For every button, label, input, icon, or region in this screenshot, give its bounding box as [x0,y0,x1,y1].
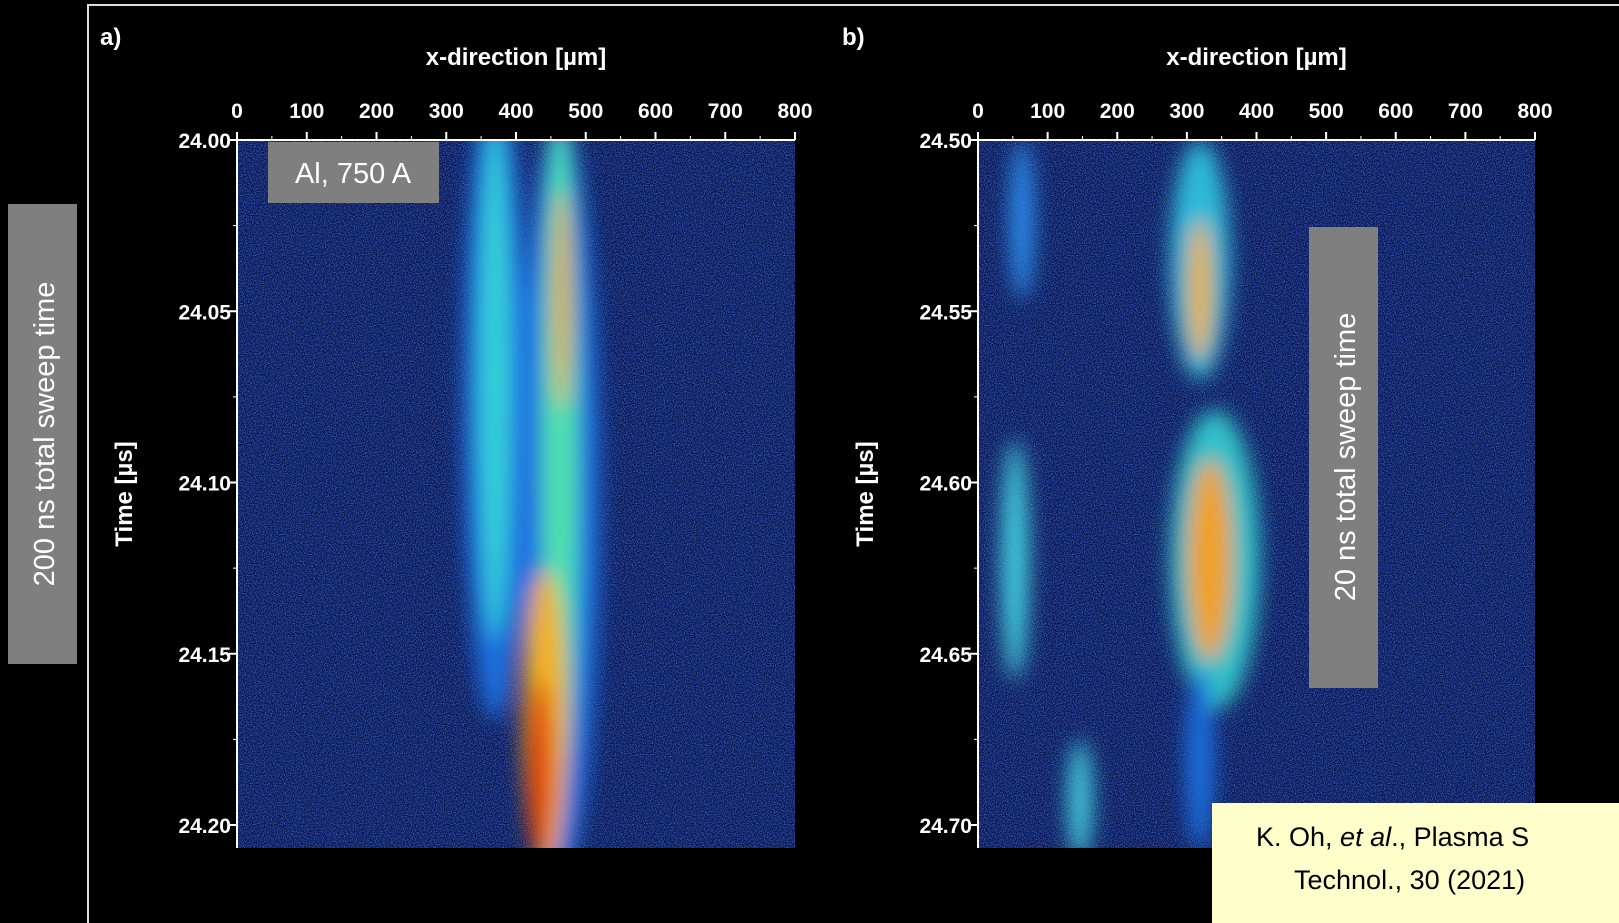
x-tick-label: 800 [1517,100,1552,123]
frame [87,4,1619,923]
x-tick-label: 0 [231,100,243,123]
streak-image-a [237,140,795,848]
x-tick-label: 300 [1169,100,1204,123]
x-axis-title: x-direction [µm] [1166,44,1347,71]
y-tick-label: 24.10 [178,473,231,496]
x-tick-label: 600 [638,100,673,123]
y-axis-title: Time [µs] [852,441,879,546]
y-axis-title: Time [µs] [111,441,138,546]
annotation-box [268,142,439,203]
y-tick-label: 24.65 [919,644,972,667]
citation-text: ., Plasma S [1391,822,1529,852]
x-tick-label: 300 [429,100,464,123]
x-tick-label: 600 [1378,100,1413,123]
x-tick-label: 100 [1030,100,1065,123]
annotation: 20 ns total sweep time [1330,313,1362,602]
x-tick-label: 0 [972,100,984,123]
x-tick-label: 200 [1100,100,1135,123]
y-tick-label: 24.55 [919,301,972,324]
citation-line: Technol., 30 (2021) [1294,865,1525,895]
x-tick-label: 100 [289,100,324,123]
x-tick-label: 800 [777,100,812,123]
y-tick-label: 24.50 [919,130,972,153]
y-tick-label: 24.20 [178,815,231,838]
y-tick-label: 24.60 [919,473,972,496]
y-tick-label: 24.05 [178,301,231,324]
x-tick-label: 400 [1239,100,1274,123]
streak-image-b [978,140,1535,848]
x-tick-label: 400 [498,100,533,123]
x-tick-label: 500 [568,100,603,123]
y-tick-label: 24.00 [178,130,231,153]
annotation-box [1309,227,1378,688]
left-label-box [8,204,77,664]
x-tick-label: 700 [708,100,743,123]
panel-label: b) [842,24,865,51]
citation-text: et al [1340,822,1392,852]
annotation: Al, 750 A [295,158,412,190]
x-tick-label: 700 [1448,100,1483,123]
left-label: 200 ns total sweep time [29,282,61,587]
x-tick-label: 500 [1309,100,1344,123]
x-axis-title: x-direction [µm] [426,44,607,71]
panel-label: a) [100,24,121,51]
citation-text: K. Oh, [1256,822,1340,852]
citation-box [1212,803,1619,923]
y-tick-label: 24.15 [178,644,231,667]
citation-line: K. Oh, et al., Plasma S [1256,822,1529,852]
y-tick-label: 24.70 [919,815,972,838]
x-tick-label: 200 [359,100,394,123]
